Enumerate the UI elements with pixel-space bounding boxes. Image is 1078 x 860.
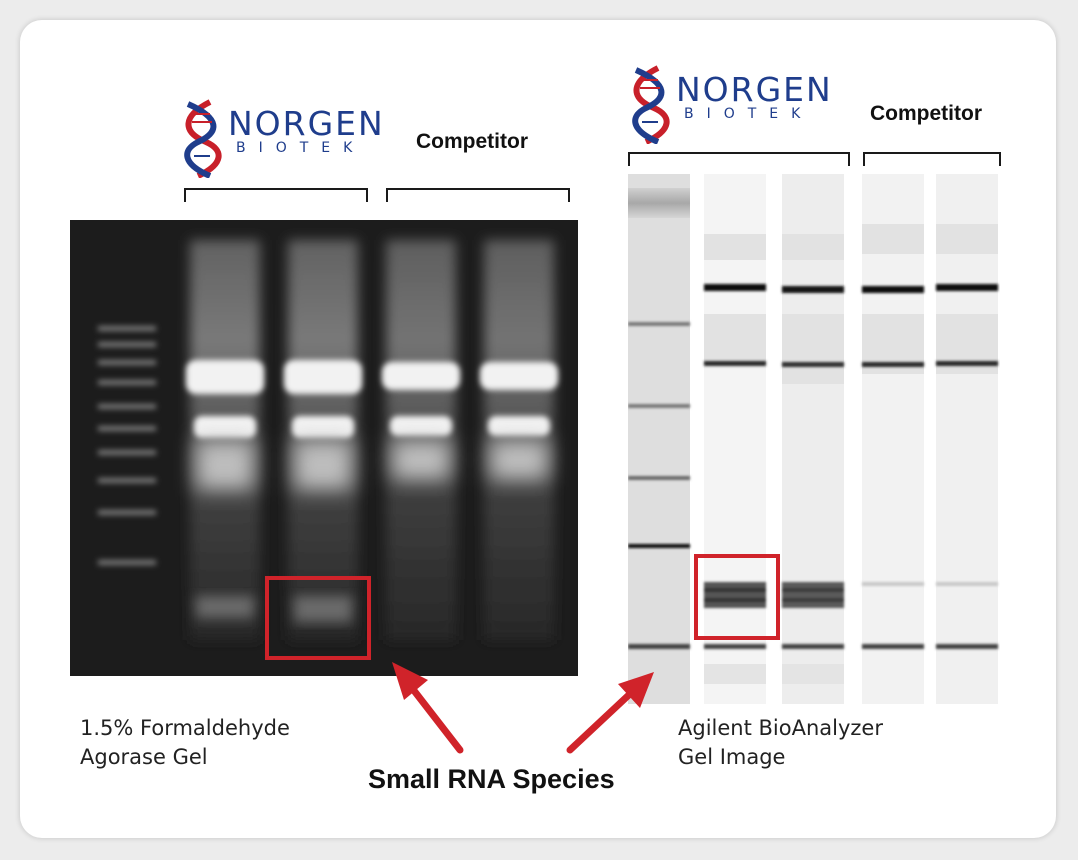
gel-caption-left-line2: Agorase Gel: [80, 745, 208, 769]
bracket-norgen-right: [628, 152, 850, 166]
arrow-to-right-gel: [566, 672, 654, 754]
norgen-logo-left: NORGEN BIOTEK: [180, 98, 390, 178]
small-rna-species-label: Small RNA Species: [368, 764, 615, 794]
gel-caption-left: 1.5% Formaldehyde Agorase Gel: [80, 714, 290, 772]
arrow-to-left-gel: [392, 662, 464, 754]
dna-helix-icon: [184, 99, 222, 178]
dna-helix-icon: [632, 65, 670, 144]
logo-wordmark: NORGEN: [676, 70, 833, 109]
callout-arrows: [392, 662, 654, 754]
agarose-gel-image: [70, 220, 578, 676]
gel-caption-right: Agilent BioAnalyzer Gel Image: [678, 714, 883, 772]
logo-wordmark: NORGEN: [228, 104, 385, 143]
gel-caption-right-line1: Agilent BioAnalyzer: [678, 716, 883, 740]
norgen-logo-right: NORGEN BIOTEK: [628, 64, 838, 144]
small-rna-highlight-box-right: [694, 554, 780, 640]
bracket-competitor-left: [386, 188, 570, 202]
competitor-label-right: Competitor: [870, 102, 982, 125]
competitor-label-left: Competitor: [416, 130, 528, 153]
logo-subtitle: BIOTEK: [684, 106, 814, 122]
figure-card: NORGEN BIOTEK Competitor: [20, 20, 1056, 838]
logo-subtitle: BIOTEK: [236, 140, 366, 156]
bracket-competitor-right: [863, 152, 1001, 166]
bracket-norgen-left: [184, 188, 368, 202]
gel-caption-right-line2: Gel Image: [678, 745, 786, 769]
bioanalyzer-gel-image: [628, 174, 1000, 704]
gel-caption-left-line1: 1.5% Formaldehyde: [80, 716, 290, 740]
small-rna-highlight-box-left: [265, 576, 371, 660]
